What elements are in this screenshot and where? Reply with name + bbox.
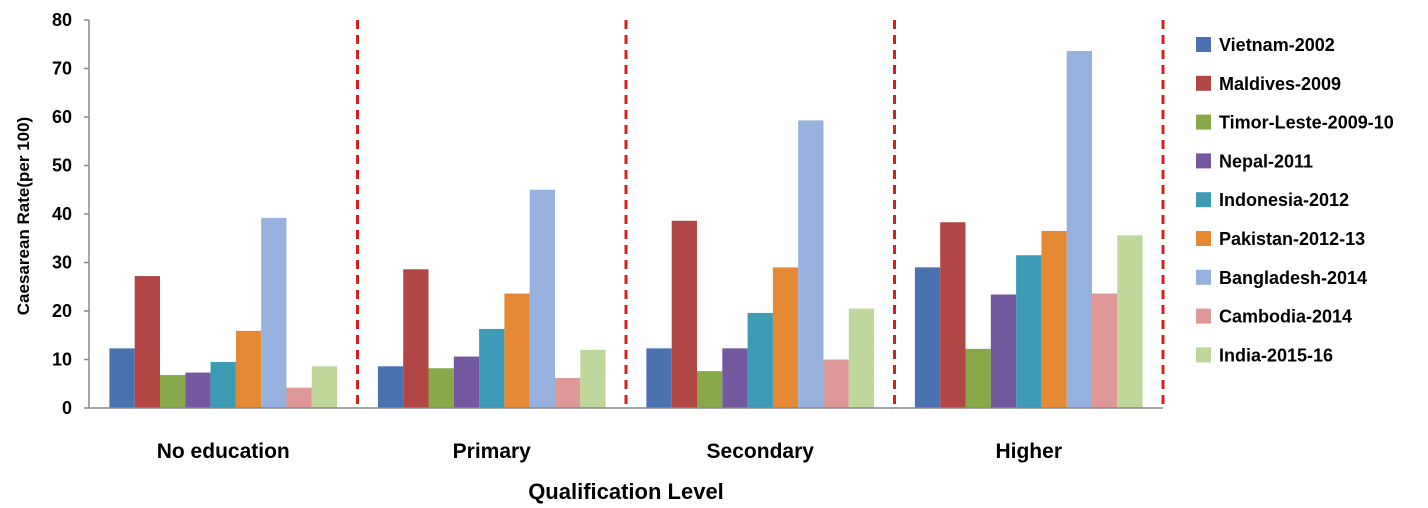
bar <box>646 348 672 408</box>
bar <box>403 269 429 408</box>
y-tick-label: 60 <box>52 107 72 127</box>
x-category-label: Secondary <box>707 440 815 463</box>
bar <box>504 293 530 408</box>
bar <box>311 366 338 408</box>
bar <box>479 328 505 408</box>
bar <box>160 375 186 408</box>
legend-swatch <box>1196 37 1211 52</box>
legend: Vietnam-2002 Maldives-2009 Timor-Leste-200… <box>1196 35 1394 365</box>
legend-label: Bangladesh-2014 <box>1219 268 1367 288</box>
bar <box>529 189 555 408</box>
bar <box>453 356 480 408</box>
legend-swatch <box>1196 192 1211 208</box>
bar <box>555 377 581 408</box>
y-tick-label: 0 <box>62 398 72 418</box>
bar <box>965 348 991 408</box>
legend-label: India-2015-16 <box>1219 345 1333 365</box>
bar <box>1041 230 1067 408</box>
bar <box>722 348 748 408</box>
y-tick-label: 50 <box>52 156 72 176</box>
bar <box>109 348 135 408</box>
y-tick-labels: 0 10 20 30 40 50 60 70 80 <box>52 10 89 418</box>
legend-label: Maldives-2009 <box>1219 74 1341 94</box>
y-axis-title: Caesarean Rate(per 100) <box>14 117 33 315</box>
x-category-labels: No education Primary Secondary Higher <box>157 440 1062 463</box>
bar <box>134 276 160 408</box>
legend-swatch <box>1196 269 1211 285</box>
bar <box>848 308 875 408</box>
bar <box>261 217 287 408</box>
bar <box>377 366 404 408</box>
x-category-label: No education <box>157 440 290 463</box>
bar <box>580 349 606 408</box>
bar <box>1117 235 1143 408</box>
bar <box>823 359 849 408</box>
y-tick-label: 40 <box>52 204 72 224</box>
bar <box>1066 51 1092 408</box>
bar <box>798 120 824 409</box>
bar <box>914 267 941 408</box>
bar <box>772 267 799 408</box>
bar <box>747 312 773 408</box>
legend-label: Indonesia-2012 <box>1219 190 1349 210</box>
bars-layer <box>109 51 1143 409</box>
x-category-label: Primary <box>453 440 532 463</box>
legend-swatch <box>1196 75 1211 91</box>
legend-label: Cambodia-2014 <box>1219 307 1352 327</box>
bar <box>990 294 1017 408</box>
bar <box>235 330 262 408</box>
legend-swatch <box>1196 308 1211 324</box>
legend-swatch <box>1196 153 1211 169</box>
legend-label: Timor-Leste-2009-10 <box>1219 113 1394 133</box>
legend-swatch <box>1196 347 1211 363</box>
bar <box>185 372 211 408</box>
y-tick-label: 20 <box>52 301 72 321</box>
legend-swatch <box>1196 231 1211 246</box>
bar <box>428 368 454 408</box>
bar <box>1016 255 1042 408</box>
bar <box>286 387 312 408</box>
legend-swatch <box>1196 114 1211 130</box>
y-tick-label: 70 <box>52 59 72 79</box>
y-tick-label: 30 <box>52 253 72 273</box>
y-tick-label: 10 <box>52 350 72 370</box>
bar <box>671 220 697 408</box>
x-category-label: Higher <box>995 440 1062 463</box>
legend-label: Vietnam-2002 <box>1219 35 1335 55</box>
legend-label: Nepal-2011 <box>1219 151 1313 171</box>
bar <box>210 361 236 408</box>
y-tick-label: 80 <box>52 10 72 30</box>
category-separators <box>356 20 1165 408</box>
bar <box>940 222 966 408</box>
bar <box>697 371 723 408</box>
legend-label: Pakistan-2012-13 <box>1219 229 1365 249</box>
x-axis-title: Qualification Level <box>528 479 724 504</box>
bar <box>1092 293 1118 408</box>
